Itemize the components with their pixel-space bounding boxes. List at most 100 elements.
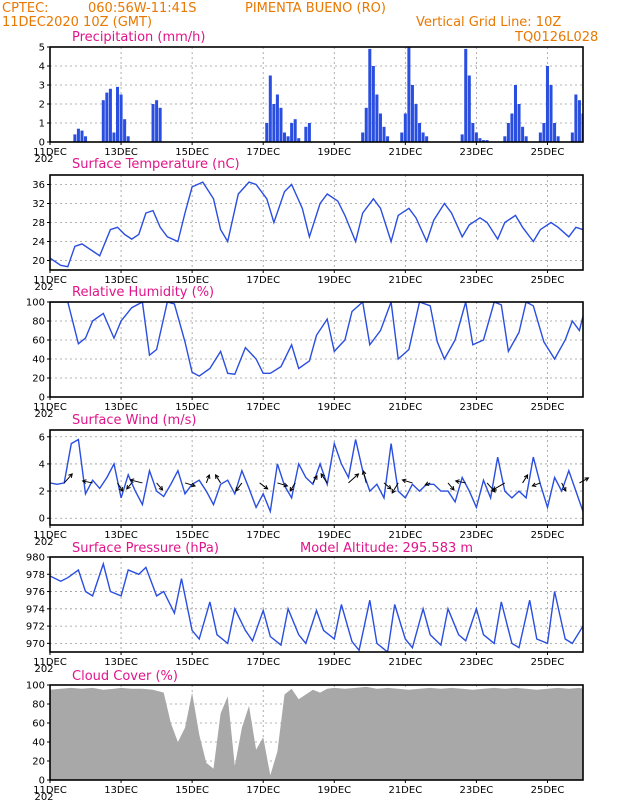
precipitation-bar — [545, 66, 549, 142]
precip-frame — [49, 46, 584, 143]
pressure-model-altitude: Model Altitude: 295.583 m — [300, 541, 473, 556]
precipitation-panel: 0 1 2 3 4 5 11DEC 13DEC 15DEC 17DEC 19DEC 21DEC 23DE… — [33, 43, 584, 165]
y-tick-label: 972 — [26, 622, 45, 633]
x-tick-label: 11DEC — [33, 785, 67, 796]
x-tick-label: 13DEC — [104, 402, 138, 413]
precipitation-bar — [464, 48, 468, 142]
x-tick-label: 23DEC — [460, 402, 494, 413]
x-year-label: 202 — [34, 792, 53, 800]
precipitation-bar — [403, 113, 407, 142]
wind-vector-arrow — [348, 473, 360, 484]
x-tick-label: 13DEC — [104, 657, 138, 668]
precipitation-bar — [108, 88, 112, 142]
pressure-panel: 970 972 974 976 978 980 11DEC 13DEC 15DEC 17DEC 19… — [26, 553, 584, 675]
y-tick-label: 4 — [39, 459, 45, 470]
x-tick-label: 23DEC — [460, 657, 494, 668]
x-tick-label: 19DEC — [317, 530, 351, 541]
precipitation-bar — [506, 123, 510, 142]
y-tick-label: 20 — [32, 757, 45, 768]
x-tick-label: 11DEC — [33, 657, 67, 668]
temperature-panel: 20 24 28 32 36 11DEC 13DEC 15DEC 17DEC 19DEC 21DEC… — [32, 174, 584, 293]
precipitation-bar — [112, 132, 116, 142]
x-tick-label: 17DEC — [246, 275, 280, 286]
y-tick-label: 0 — [39, 776, 45, 787]
wind-vector-arrow — [383, 482, 392, 490]
x-year-label: 202 — [34, 537, 53, 548]
precipitation-bar — [521, 126, 525, 142]
wind-vector-arrow — [126, 482, 133, 490]
precipitation-bar — [538, 132, 542, 142]
x-tick-label: 15DEC — [175, 147, 209, 158]
precipitation-bar — [382, 126, 386, 142]
x-tick-label: 11DEC — [33, 275, 67, 286]
y-tick-label: 32 — [32, 199, 45, 210]
wind-plot — [50, 438, 583, 515]
x-tick-label: 25DEC — [531, 402, 565, 413]
precipitation-bar — [293, 119, 297, 142]
x-year-label: 202 — [34, 664, 53, 675]
y-tick-label: 60 — [32, 336, 45, 347]
precipitation-bar — [471, 123, 475, 142]
precipitation-bar — [503, 136, 507, 142]
precipitation-bar — [268, 75, 272, 142]
y-tick-label: 970 — [26, 639, 45, 650]
precipitation-bar — [407, 47, 411, 142]
x-tick-label: 11DEC — [33, 147, 67, 158]
x-tick-label: 21DEC — [388, 402, 422, 413]
humidity-panel: 0 20 40 60 80 100 11DEC 13DEC 15DEC 17DEC 19DEC 21D… — [26, 298, 584, 420]
precipitation-bar — [119, 94, 123, 142]
title-wind: Surface Wind (m/s) — [72, 413, 196, 428]
precipitation-bar — [425, 136, 429, 142]
precipitation-bar — [272, 104, 276, 142]
x-year-label: 202 — [34, 409, 53, 420]
precipitation-bar — [577, 100, 581, 142]
y-tick-label: 6 — [39, 432, 45, 443]
precipitation-bar — [556, 136, 560, 142]
precipitation-bar — [570, 132, 574, 142]
wind-vector-arrow — [561, 482, 567, 492]
precipitation-bar — [474, 132, 478, 142]
wind-panel: 0 2 4 6 11DEC 13DEC 15DEC 17DEC 19DEC 21DEC 23DEC 2… — [33, 429, 590, 548]
precipitation-bar — [467, 75, 471, 142]
precipitation-bar — [481, 140, 486, 142]
wind-vectors — [63, 469, 590, 494]
precipitation-bar — [400, 132, 404, 142]
x-tick-label: 17DEC — [246, 785, 280, 796]
header-station: PIMENTA BUENO (RO) — [245, 1, 386, 16]
wind-vector-arrow — [320, 473, 328, 484]
wind-vector-arrow — [424, 481, 431, 486]
x-tick-label: 11DEC — [33, 402, 67, 413]
wind-vector-arrow — [522, 474, 529, 484]
x-tick-label: 25DEC — [531, 657, 565, 668]
temp-series-line — [50, 181, 583, 268]
precipitation-bar — [524, 136, 528, 142]
wind-vector-arrow — [531, 482, 541, 487]
wind-vector-arrow — [447, 482, 455, 491]
precipitation-bar — [460, 134, 464, 142]
header-datetime: 11DEC2020 10Z (GMT) — [2, 15, 152, 30]
y-tick-label: 0 — [39, 393, 45, 404]
precipitation-bar — [286, 136, 290, 142]
precipitation-bar — [553, 123, 557, 142]
precipitation-bar — [105, 92, 109, 142]
y-tick-label: 40 — [32, 738, 45, 749]
y-tick-label: 28 — [32, 218, 45, 229]
header-code: TQ0126L028 — [514, 30, 598, 45]
precipitation-bar — [158, 107, 162, 142]
wind-vector-arrow — [235, 482, 243, 492]
x-tick-label: 19DEC — [317, 657, 351, 668]
wind-vector-arrow — [81, 479, 93, 484]
y-tick-label: 20 — [32, 256, 45, 267]
precip-plot — [73, 47, 583, 142]
wind-vector-arrow — [156, 482, 164, 491]
wind-series-line — [50, 438, 583, 515]
x-tick-label: 15DEC — [175, 785, 209, 796]
header-source: CPTEC: — [2, 1, 49, 16]
x-tick-label: 15DEC — [175, 402, 209, 413]
rh-series-line — [50, 302, 583, 377]
x-tick-label: 17DEC — [246, 402, 280, 413]
y-tick-label: 976 — [26, 587, 45, 598]
cloud-cover-area — [50, 686, 583, 780]
title-precipitation: Precipitation (mm/h) — [72, 30, 205, 45]
